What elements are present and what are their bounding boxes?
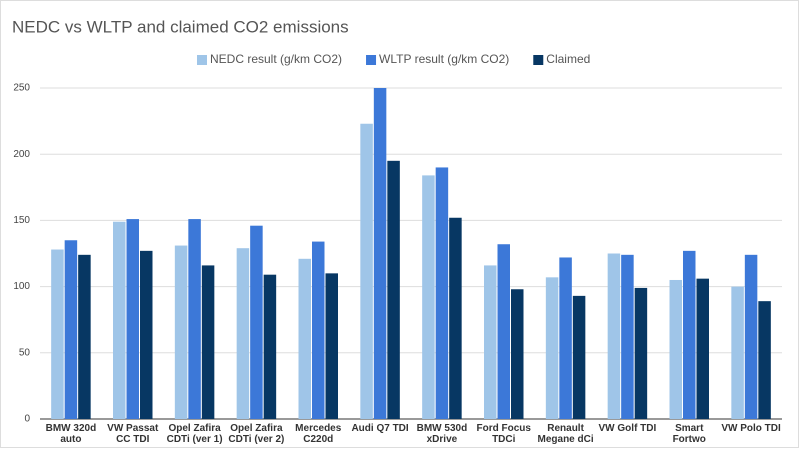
bar xyxy=(545,277,559,419)
bar xyxy=(559,257,572,419)
x-tick-label: Opel Zafira CDTi (ver 1) xyxy=(166,423,223,445)
bar xyxy=(511,289,524,419)
x-tick-label: VW Passat CC TDI xyxy=(107,423,159,445)
bar xyxy=(607,253,621,419)
bar xyxy=(325,273,338,419)
x-tick-label: Smart Fortwo xyxy=(672,423,706,445)
x-tick-label: Mercedes C220d xyxy=(295,423,342,445)
x-tick-label: VW Golf TDI xyxy=(598,423,657,434)
y-tick-label: 150 xyxy=(13,215,30,226)
x-tick-label: Opel Zafira CDTi (ver 2) xyxy=(228,423,285,445)
y-tick-label: 0 xyxy=(24,414,30,425)
bar xyxy=(758,301,771,419)
bar xyxy=(64,240,78,419)
bar xyxy=(497,244,510,419)
chart-title: NEDC vs WLTP and claimed CO2 emissions xyxy=(12,17,349,36)
bar xyxy=(696,278,709,419)
y-tick-label: 50 xyxy=(19,347,31,358)
bar xyxy=(201,265,215,419)
bar xyxy=(731,286,744,419)
y-tick-label: 100 xyxy=(13,281,30,292)
bar xyxy=(188,219,201,419)
bar xyxy=(484,265,497,419)
y-tick-label: 250 xyxy=(13,83,30,94)
bar xyxy=(435,167,449,419)
bar xyxy=(683,250,696,419)
bar xyxy=(113,221,126,419)
x-tick-label: VW Polo TDI xyxy=(721,423,781,434)
bar xyxy=(298,258,311,419)
legend-label: Claimed xyxy=(546,52,590,66)
legend-swatch xyxy=(197,55,207,65)
x-tick-label: Audi Q7 TDI xyxy=(351,423,409,434)
legend-swatch xyxy=(533,55,544,65)
bar xyxy=(422,175,435,419)
bar xyxy=(360,123,373,420)
bar xyxy=(126,219,139,419)
bar xyxy=(634,287,648,419)
bar xyxy=(250,225,263,419)
bar xyxy=(744,254,758,419)
x-tick-label: Ford Focus TDCi xyxy=(476,423,531,445)
bar xyxy=(263,274,277,419)
bar xyxy=(621,254,634,419)
x-tick-label: Renault Megane dCi xyxy=(537,423,594,445)
bar xyxy=(312,241,325,419)
legend-label: WLTP result (g/km CO2) xyxy=(379,52,509,66)
bar xyxy=(236,248,250,419)
bar xyxy=(373,88,387,419)
y-tick-label: 200 xyxy=(13,149,30,160)
x-tick-label: BMW 320d auto xyxy=(45,423,97,445)
legend-swatch xyxy=(366,55,377,65)
bar xyxy=(449,217,462,419)
bar xyxy=(51,249,64,419)
bar xyxy=(78,254,91,419)
bar xyxy=(140,250,153,419)
bar xyxy=(174,245,188,419)
bar xyxy=(572,295,586,419)
x-tick-label: BMW 530d xDrive xyxy=(416,423,468,445)
bar xyxy=(669,279,682,419)
legend-label: NEDC result (g/km CO2) xyxy=(210,52,342,66)
bar xyxy=(387,160,400,419)
